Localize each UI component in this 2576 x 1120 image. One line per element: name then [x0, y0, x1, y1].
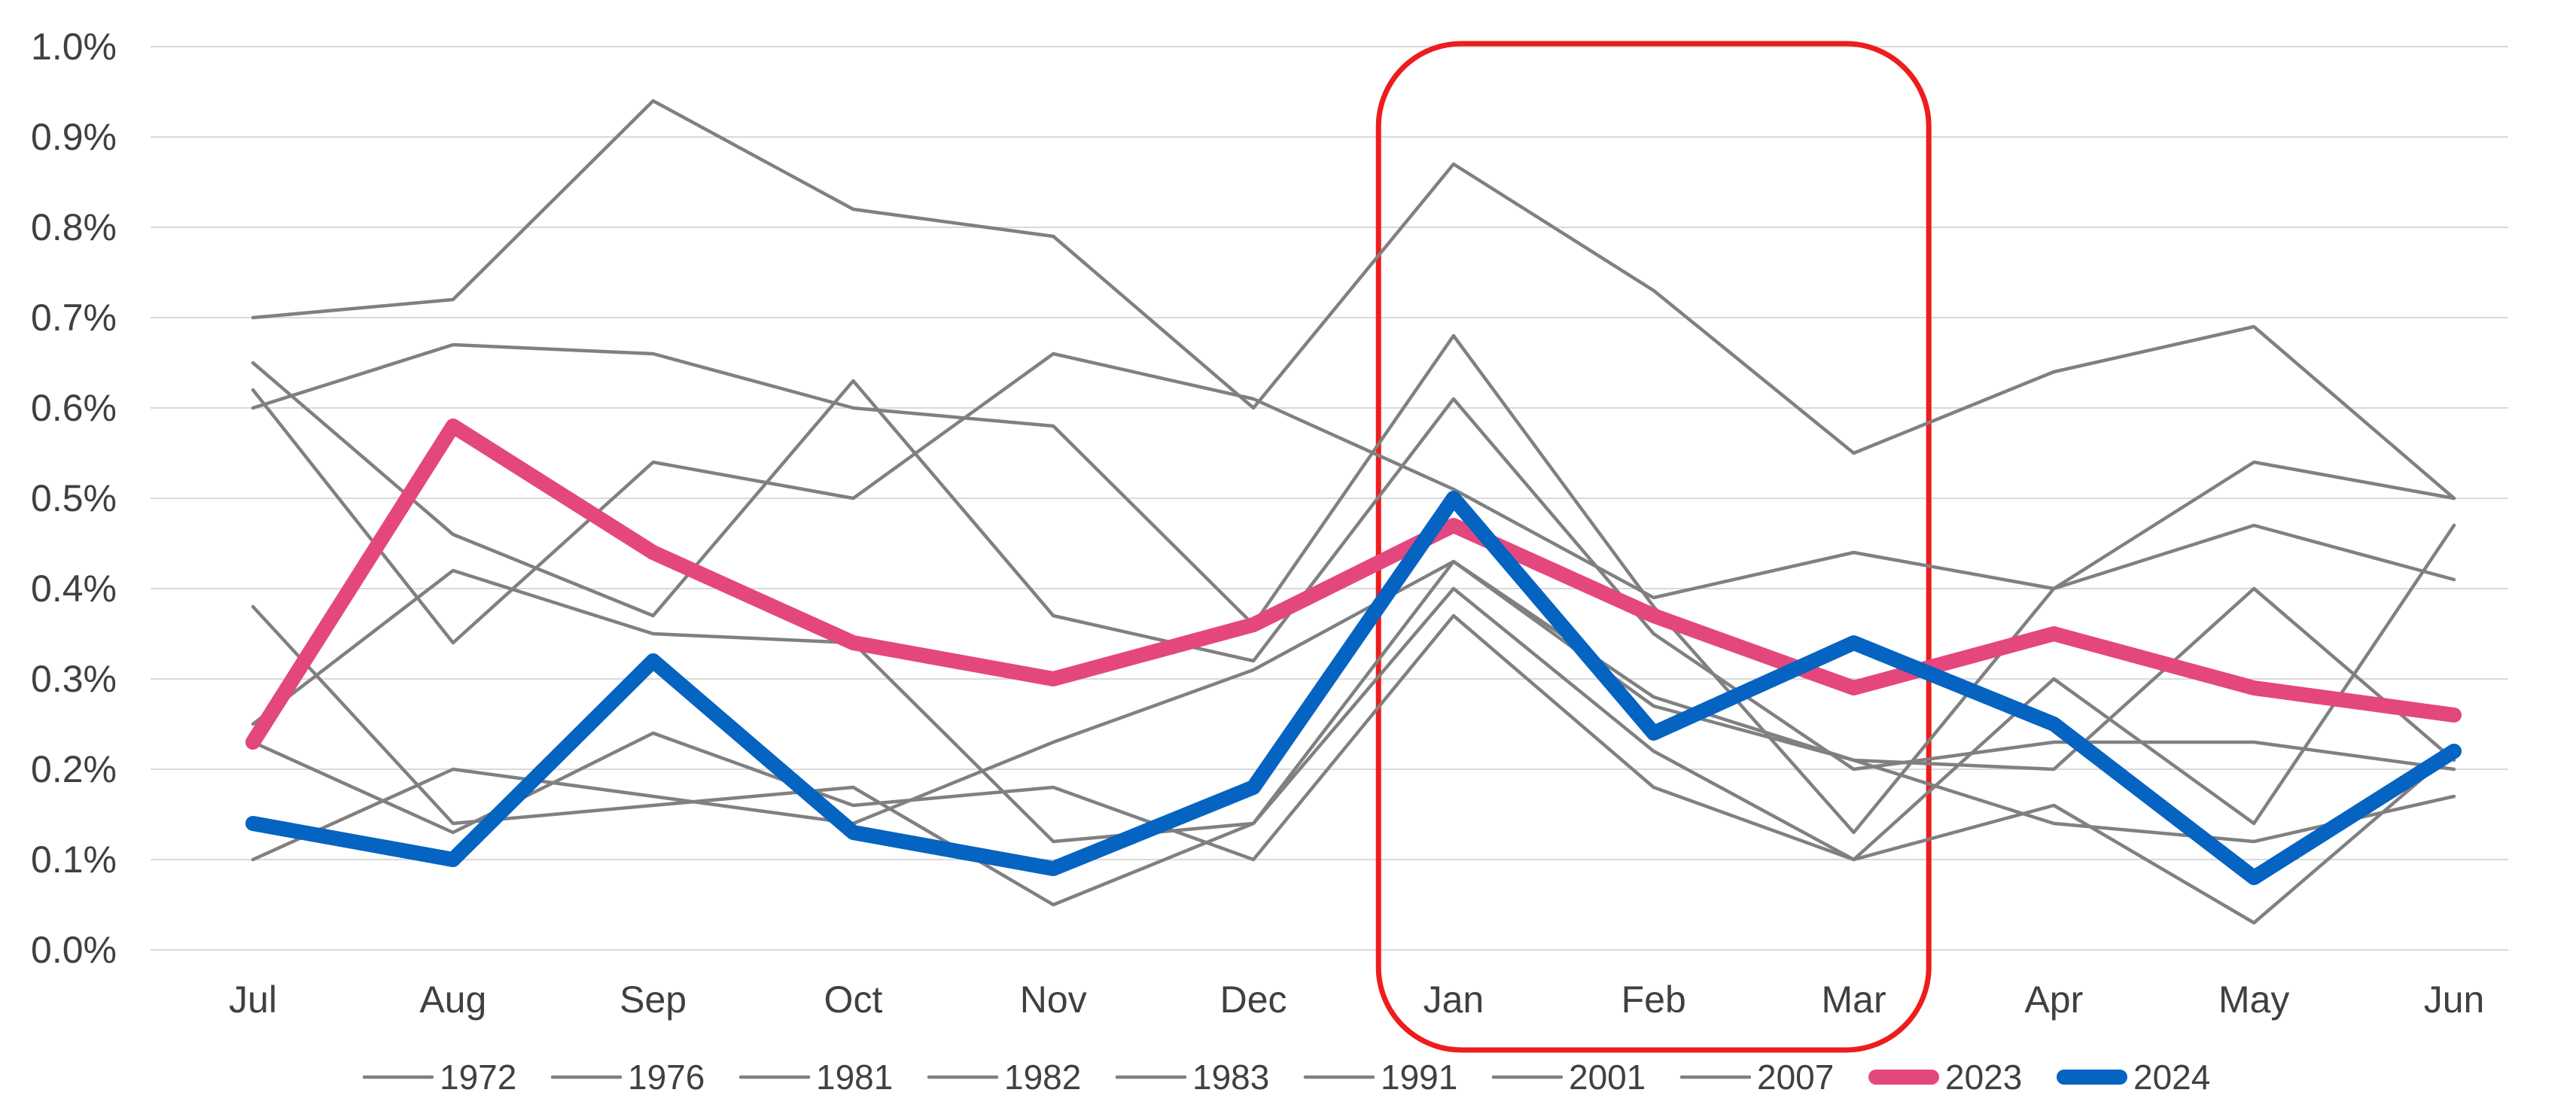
legend-label-1976: 1976	[628, 1058, 705, 1097]
y-tick-label: 0.5%	[31, 477, 117, 519]
series-line-2023	[245, 418, 2462, 750]
x-tick-label: Feb	[1621, 978, 1686, 1021]
legend-label-2024: 2024	[2133, 1058, 2210, 1097]
legend: 1972 1976 1981 1982 1983 1991 2001 2007 2023 2024	[362, 1058, 2210, 1097]
series-line-1976	[251, 333, 2456, 835]
x-tick-label: Nov	[1020, 978, 1087, 1021]
y-tick-label: 0.0%	[31, 929, 117, 971]
x-tick-label: Dec	[1220, 978, 1287, 1021]
legend-label-2023: 2023	[1945, 1058, 2022, 1097]
y-tick-label: 0.3%	[31, 658, 117, 700]
legend-label-1972: 1972	[440, 1058, 516, 1097]
series-line-1991	[251, 523, 2456, 862]
series-line-1983	[251, 559, 2456, 907]
series-line-1972	[251, 99, 2456, 501]
x-tick-label: Jun	[2424, 978, 2485, 1021]
series-lines	[245, 99, 2462, 925]
legend-label-1991: 1991	[1381, 1058, 1457, 1097]
y-tick-label: 0.1%	[31, 838, 117, 881]
y-tick-label: 1.0%	[31, 26, 117, 68]
y-tick-label: 0.2%	[31, 748, 117, 790]
y-axis: 0.0% 0.1% 0.2% 0.3% 0.4% 0.5% 0.6% 0.7% 0.8% 0.9%…	[31, 26, 117, 971]
series-line-1982	[251, 352, 2456, 645]
x-tick-label: Sep	[620, 978, 687, 1021]
highlight-box	[1375, 41, 1932, 1053]
x-tick-label: Apr	[2024, 978, 2083, 1021]
y-tick-label: 0.4%	[31, 568, 117, 610]
x-axis: Jul Aug Sep Oct Nov Dec Jan Feb Mar Apr May Jun	[229, 978, 2484, 1021]
x-tick-label: Jul	[229, 978, 277, 1021]
highlight-box-layer	[1375, 41, 1932, 1053]
y-tick-label: 0.6%	[31, 387, 117, 429]
y-tick-label: 0.9%	[31, 116, 117, 158]
series-line-2007	[251, 559, 2456, 862]
legend-label-2007: 2007	[1757, 1058, 1834, 1097]
x-tick-label: May	[2218, 978, 2289, 1021]
legend-label-1982: 1982	[1004, 1058, 1081, 1097]
x-tick-label: Oct	[824, 978, 883, 1021]
x-tick-label: Mar	[1821, 978, 1886, 1021]
x-tick-label: Jan	[1423, 978, 1484, 1021]
series-line-2024	[245, 491, 2462, 885]
legend-label-1981: 1981	[816, 1058, 893, 1097]
y-tick-label: 0.7%	[31, 297, 117, 339]
y-tick-label: 0.8%	[31, 206, 117, 248]
x-tick-label: Aug	[419, 978, 486, 1021]
legend-label-1983: 1983	[1192, 1058, 1269, 1097]
legend-label-2001: 2001	[1569, 1058, 1646, 1097]
